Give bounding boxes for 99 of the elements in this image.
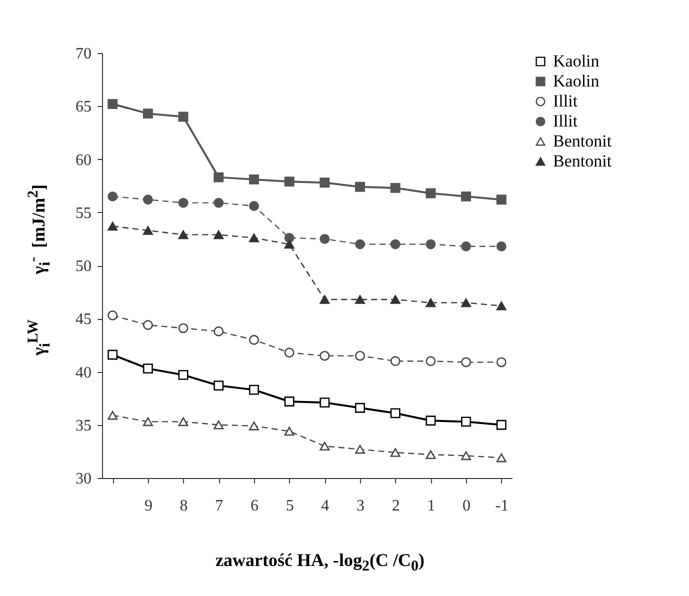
x-axis-title: zawartość HA, -log$_{2}$(C /C$_{0}$) <box>214 550 426 576</box>
point <box>461 298 472 308</box>
point <box>355 182 365 192</box>
point <box>214 198 224 208</box>
x-tick-label: 0 <box>462 498 471 514</box>
x-tick-label: 8 <box>180 498 188 514</box>
point <box>249 422 259 430</box>
y-tick-label: 55 <box>76 204 92 222</box>
point <box>108 410 118 420</box>
point <box>142 194 153 205</box>
point <box>108 222 118 231</box>
point <box>284 426 294 436</box>
point <box>214 380 224 391</box>
point <box>461 191 472 202</box>
x-tick-label: 3 <box>356 498 365 514</box>
point <box>214 230 224 240</box>
x-tick-label: 7 <box>215 498 224 514</box>
point <box>178 417 188 426</box>
point <box>320 398 330 408</box>
point <box>320 234 330 244</box>
point <box>142 226 153 235</box>
point <box>214 326 224 336</box>
point <box>178 230 188 240</box>
point <box>426 356 436 366</box>
point <box>496 453 506 462</box>
point <box>249 233 259 242</box>
point <box>355 444 365 454</box>
point <box>214 420 224 430</box>
x-tick-label: -1 <box>495 498 509 514</box>
point <box>284 348 294 358</box>
legend-label: Kaolin <box>553 52 600 70</box>
y-tick-label: 40 <box>76 364 92 382</box>
y-tick-label: 70 <box>76 46 92 62</box>
point <box>249 384 259 395</box>
point <box>178 323 188 334</box>
point <box>214 172 224 182</box>
point <box>426 239 436 250</box>
point <box>284 176 294 187</box>
point <box>142 320 153 330</box>
point <box>426 188 436 198</box>
legend-label: Bentonit <box>553 152 612 170</box>
y-tick-label: 65 <box>76 98 92 116</box>
point <box>178 198 188 208</box>
legend-label: Illit <box>553 112 578 130</box>
y-tick-label: 50 <box>76 258 92 275</box>
x-tick-label: 9 <box>144 498 152 514</box>
point <box>496 420 506 430</box>
point <box>390 448 400 457</box>
x-tick-label: 1 <box>427 498 436 514</box>
point <box>284 396 294 406</box>
point <box>496 241 506 252</box>
point <box>284 232 294 243</box>
y-tick-label: 60 <box>76 152 92 169</box>
point <box>142 108 153 119</box>
point <box>142 417 153 426</box>
x-tick-label: 4 <box>321 498 330 514</box>
point <box>461 451 472 460</box>
point <box>496 357 506 368</box>
point <box>461 241 472 252</box>
point <box>178 112 188 122</box>
point <box>426 298 436 308</box>
point <box>249 174 259 184</box>
point <box>390 182 400 193</box>
legend-label: Kaolin <box>553 72 600 90</box>
point <box>249 334 259 345</box>
point <box>249 201 259 211</box>
point <box>108 310 118 320</box>
legend-label: Illit <box>553 92 578 110</box>
legend-label: Bentonit <box>553 132 612 150</box>
point <box>142 364 153 374</box>
point <box>320 295 330 304</box>
point <box>284 240 294 249</box>
point <box>178 370 188 380</box>
point <box>355 402 365 413</box>
y-tick-label: 45 <box>76 311 92 328</box>
point <box>108 99 118 109</box>
point <box>355 350 365 361</box>
point <box>355 239 365 250</box>
point <box>426 450 436 460</box>
point <box>461 357 472 368</box>
point <box>355 295 365 304</box>
x-tick-label: 6 <box>250 498 258 514</box>
x-tick-label: 5 <box>286 498 294 514</box>
point <box>390 356 400 366</box>
x-tick-label: 2 <box>392 498 400 514</box>
point <box>390 408 400 418</box>
point <box>108 191 118 202</box>
point <box>108 350 118 360</box>
point <box>390 239 400 250</box>
point <box>426 416 436 426</box>
y-tick-label: 35 <box>76 417 92 434</box>
point <box>390 295 400 304</box>
y-tick-label: 30 <box>76 470 92 488</box>
point <box>461 416 472 427</box>
point <box>320 178 330 188</box>
point <box>496 301 506 310</box>
point <box>320 442 330 451</box>
point <box>320 350 330 361</box>
point <box>496 194 506 205</box>
